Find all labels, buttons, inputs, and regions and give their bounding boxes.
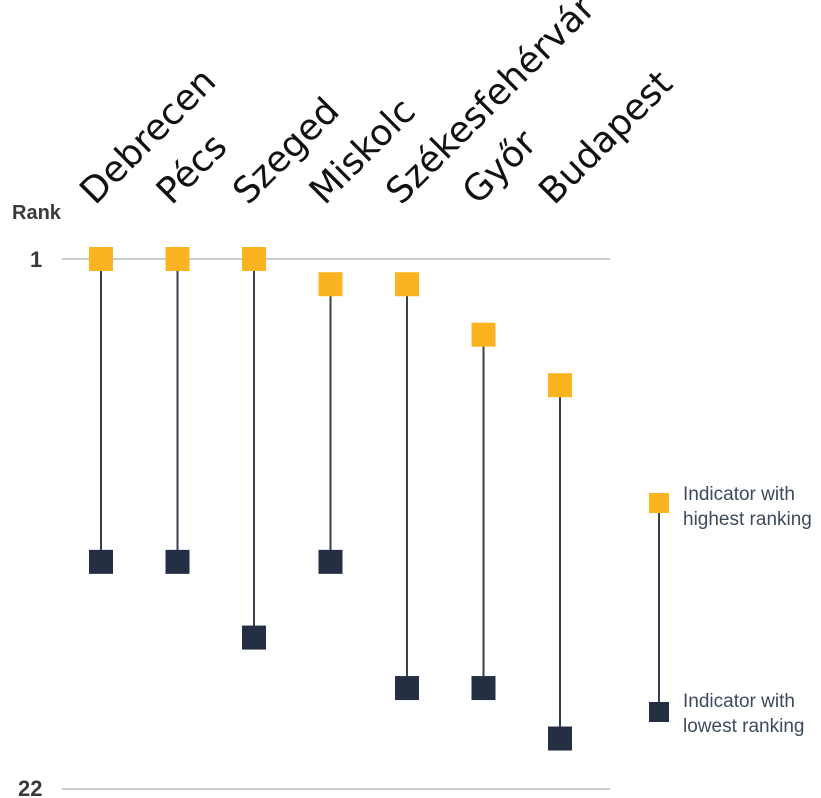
low-rank-marker-debrecen <box>89 549 113 574</box>
legend-high-label-line1: Indicator with <box>683 484 795 505</box>
legend-high-label-line2: highest ranking <box>683 509 812 530</box>
high-rank-marker-debrecen <box>89 247 113 271</box>
low-rank-marker-budapest <box>548 726 572 751</box>
y-tick-label-top: 1 <box>30 247 42 272</box>
high-rank-marker-miskolc <box>318 272 343 297</box>
high-rank-marker-szeged <box>242 247 266 271</box>
low-rank-marker-szekesfehervar <box>395 676 419 701</box>
y-tick-label-bottom: 22 <box>18 776 42 798</box>
chart-marks: DebrecenPécsSzegedMiskolcSzékesfehérvárG… <box>72 0 681 751</box>
low-rank-marker-pecs <box>165 549 190 574</box>
legend: Indicator with highest ranking Indicator… <box>649 484 812 737</box>
low-rank-marker-miskolc <box>318 549 343 574</box>
category-label-budapest: Budapest <box>531 63 680 212</box>
legend-low-marker <box>649 702 669 722</box>
high-rank-marker-szekesfehervar <box>395 272 419 297</box>
high-rank-marker-budapest <box>548 373 572 398</box>
legend-high-marker <box>649 493 669 513</box>
low-rank-marker-szeged <box>242 625 266 650</box>
y-axis-label: Rank <box>12 202 62 224</box>
low-rank-marker-gyor <box>471 676 496 701</box>
high-rank-marker-gyor <box>471 322 496 347</box>
high-rank-marker-pecs <box>165 247 190 271</box>
legend-low-label-line1: Indicator with <box>683 691 795 712</box>
legend-low-label-line2: lowest ranking <box>683 716 804 737</box>
